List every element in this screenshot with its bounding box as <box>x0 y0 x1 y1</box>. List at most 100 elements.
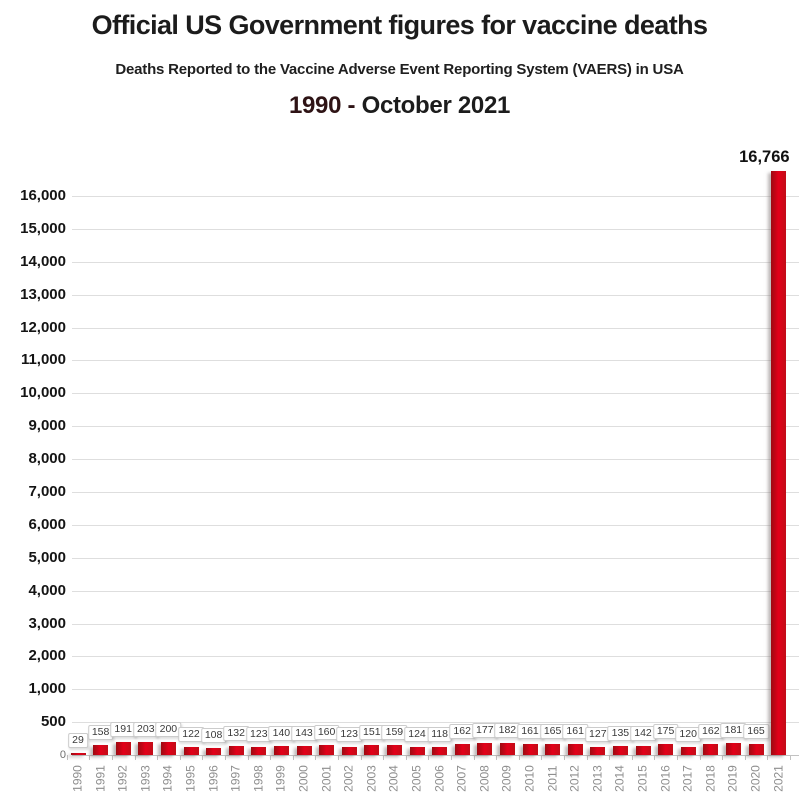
x-axis-label: 2020 <box>748 765 763 792</box>
bar-value-label: 165 <box>539 724 566 740</box>
bar <box>771 170 787 755</box>
bar <box>680 747 696 755</box>
x-axis-label: 2001 <box>319 765 334 792</box>
bar <box>409 746 425 755</box>
bar <box>341 746 357 755</box>
bar-value-label: 142 <box>630 725 656 741</box>
x-axis-tick <box>563 755 565 760</box>
chart-period: 1990 - October 2021 <box>0 92 799 120</box>
x-axis-tick <box>224 755 226 760</box>
gridline <box>72 426 799 428</box>
gridline <box>72 459 799 461</box>
bar-value-label: 135 <box>607 726 634 742</box>
x-axis-tick <box>405 755 407 760</box>
bar-value-label: 140 <box>268 725 295 741</box>
x-axis-tick <box>586 755 588 760</box>
y-axis-label: 15,000 <box>20 219 66 237</box>
x-axis-tick <box>134 755 136 760</box>
gridline <box>72 722 799 724</box>
gridline <box>72 656 799 658</box>
y-axis-label: 16,000 <box>20 187 66 204</box>
bar <box>183 747 199 755</box>
gridline <box>72 294 799 296</box>
bar <box>160 741 176 755</box>
x-axis-label: 1997 <box>228 765 243 792</box>
x-axis-label: 2013 <box>590 765 605 792</box>
x-axis-label: 2019 <box>725 765 740 792</box>
x-axis-tick <box>496 755 498 760</box>
bar-value-label: 161 <box>562 724 588 740</box>
y-axis-label: 12,000 <box>20 318 66 336</box>
x-axis-tick <box>337 755 339 760</box>
x-axis-tick <box>518 755 520 760</box>
bar-value-label: 143 <box>291 725 317 741</box>
bar <box>228 746 244 755</box>
x-axis-label: 2002 <box>341 765 356 792</box>
bar-value-label: 162 <box>449 724 475 740</box>
x-axis-tick <box>722 755 724 760</box>
bar-value-label: 16,766 <box>739 147 790 166</box>
bar-value-label: 165 <box>743 724 769 740</box>
bar <box>70 753 86 755</box>
x-axis-tick <box>609 755 611 760</box>
x-axis-label: 2004 <box>386 765 401 792</box>
bar-value-label: 120 <box>675 727 701 743</box>
bar <box>725 743 741 755</box>
x-axis-label: 2007 <box>454 765 469 792</box>
gridline <box>72 261 799 263</box>
bar-value-label: 122 <box>178 727 204 742</box>
period-end: October 2021 <box>361 92 511 119</box>
x-axis-tick <box>428 755 430 760</box>
x-axis-label: 2017 <box>680 765 695 792</box>
x-axis-tick <box>202 755 204 760</box>
x-axis-tick <box>541 755 543 760</box>
bar-value-label: 161 <box>517 724 543 740</box>
y-axis-label: 10,000 <box>20 384 66 402</box>
x-axis-tick <box>699 755 701 760</box>
x-axis-tick <box>676 755 678 760</box>
bar <box>590 746 606 755</box>
bar <box>703 744 719 755</box>
x-axis-label: 2011 <box>545 765 560 792</box>
bar <box>635 745 651 755</box>
x-axis-tick <box>89 755 91 760</box>
gridline <box>72 557 799 559</box>
x-axis-tick <box>789 755 791 760</box>
bar <box>454 744 470 755</box>
x-axis-tick <box>360 755 362 760</box>
x-axis-label: 2016 <box>658 765 673 792</box>
x-axis-label: 2008 <box>477 765 492 792</box>
y-axis-label: 6,000 <box>28 515 66 533</box>
bar-value-label: 108 <box>200 727 227 743</box>
x-axis-label: 2009 <box>499 765 514 792</box>
x-axis-label: 2021 <box>771 765 786 792</box>
bar-value-label: 123 <box>246 726 272 742</box>
x-axis-label: 1992 <box>115 765 130 792</box>
bar-value-label: 124 <box>404 726 430 742</box>
y-axis-label: 4,000 <box>28 581 66 599</box>
y-axis-label: 500 <box>40 713 66 731</box>
x-axis-tick <box>247 755 249 760</box>
x-axis-tick <box>270 755 272 760</box>
bar <box>432 747 448 755</box>
bar <box>319 744 335 755</box>
bar-value-label: 159 <box>381 724 408 740</box>
bar <box>138 741 154 755</box>
x-axis-label: 2010 <box>522 765 537 792</box>
bar-value-label: 200 <box>155 721 182 737</box>
x-axis-label: 2005 <box>409 765 424 792</box>
x-axis-tick <box>315 755 317 760</box>
x-axis-tick <box>654 755 656 760</box>
bar-value-label: 29 <box>68 733 88 749</box>
bar <box>612 746 628 755</box>
x-axis-tick <box>66 755 68 760</box>
bar-value-label: 132 <box>223 726 249 742</box>
bar <box>364 745 380 755</box>
gridline <box>72 228 799 230</box>
bar-value-label: 162 <box>698 724 724 740</box>
bar <box>567 744 583 755</box>
bar <box>545 744 561 755</box>
x-axis-tick <box>450 755 452 760</box>
